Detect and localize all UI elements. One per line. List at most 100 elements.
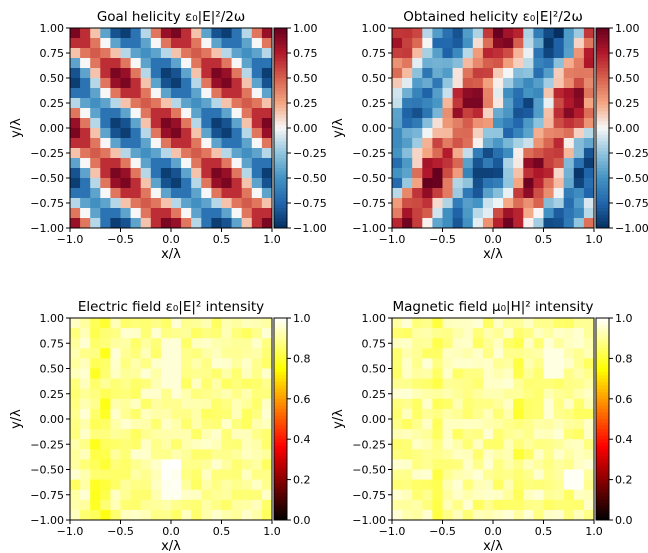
heatmap-cell xyxy=(231,38,243,49)
heatmap-cell xyxy=(452,388,464,400)
heatmap-cell xyxy=(412,88,423,99)
heatmap-cell xyxy=(442,208,453,219)
heatmap-cell xyxy=(130,419,142,430)
colorbar-segment xyxy=(596,208,609,212)
heatmap-cell xyxy=(543,398,554,410)
heatmap-cell xyxy=(452,138,464,149)
heatmap-cell xyxy=(523,429,534,440)
heatmap-cell xyxy=(553,78,565,89)
heatmap-cell xyxy=(392,429,403,440)
heatmap-cell xyxy=(553,148,565,159)
heatmap-cell xyxy=(160,218,172,229)
heatmap-cell xyxy=(493,108,504,119)
heatmap-cell xyxy=(171,439,182,450)
heatmap-cell xyxy=(422,128,433,139)
heatmap-cell xyxy=(452,178,464,189)
heatmap-cell xyxy=(191,479,202,491)
heatmap-cell xyxy=(513,28,524,39)
colorbar-segment xyxy=(596,341,609,346)
heatmap-cell xyxy=(100,509,111,521)
colorbar-segment xyxy=(274,34,287,39)
heatmap-cell xyxy=(583,419,595,430)
heatmap-cell xyxy=(583,28,595,39)
heatmap-cell xyxy=(181,88,192,99)
heatmap-cell xyxy=(573,348,585,359)
heatmap-cell xyxy=(412,58,423,69)
heatmap-cell xyxy=(140,368,152,379)
heatmap-cell xyxy=(482,429,494,440)
heatmap-cell xyxy=(523,408,534,420)
heatmap-cell xyxy=(493,48,504,59)
colorbar-segment xyxy=(596,405,609,410)
heatmap-cell xyxy=(493,78,504,89)
colorbar-segment xyxy=(596,28,609,32)
colorbar-segment xyxy=(274,88,287,92)
heatmap-cell xyxy=(573,158,585,169)
heatmap-cell xyxy=(70,459,81,470)
heatmap-cell xyxy=(261,419,273,430)
colorbar-segment xyxy=(596,479,609,484)
heatmap-cell xyxy=(422,178,433,189)
heatmap-cell xyxy=(181,439,192,450)
colorbar-segment xyxy=(274,422,287,427)
heatmap-cell xyxy=(120,499,131,511)
heatmap-cell xyxy=(422,449,433,460)
heatmap-cell xyxy=(171,98,182,109)
heatmap-cell xyxy=(140,358,152,369)
heatmap-cell xyxy=(70,408,81,420)
heatmap-cell xyxy=(573,48,585,59)
colorbar-tick-label: 0.6 xyxy=(293,393,311,406)
heatmap-cell xyxy=(422,408,433,420)
heatmap-cell xyxy=(442,218,453,229)
heatmap-cell xyxy=(432,218,443,229)
heatmap-cell xyxy=(80,148,91,159)
heatmap-cell xyxy=(70,158,81,169)
heatmap-cell xyxy=(80,358,91,369)
heatmap-cell xyxy=(241,449,253,460)
heatmap-cell xyxy=(583,88,595,99)
heatmap-cell xyxy=(251,429,263,440)
heatmap-cell xyxy=(452,469,464,480)
heatmap-cell xyxy=(563,198,575,209)
heatmap-cell xyxy=(80,378,91,390)
heatmap-cell xyxy=(171,118,182,129)
heatmap-cell xyxy=(261,48,273,59)
heatmap-cell xyxy=(191,348,202,359)
heatmap-cell xyxy=(523,489,534,501)
heatmap-cell xyxy=(563,449,575,460)
heatmap-cell xyxy=(432,48,443,59)
heatmap-cell xyxy=(231,348,243,359)
heatmap-cell xyxy=(543,28,554,39)
heatmap-cell xyxy=(402,429,413,440)
heatmap-cell xyxy=(160,348,172,359)
heatmap-cell xyxy=(533,348,544,359)
heatmap-cell xyxy=(181,499,192,511)
heatmap-cell xyxy=(201,479,212,491)
heatmap-cell xyxy=(482,88,494,99)
heatmap-cell xyxy=(201,489,212,501)
heatmap-cell xyxy=(462,68,474,79)
heatmap-cell xyxy=(211,449,222,460)
colorbar-tick-label: 0.00 xyxy=(293,122,318,135)
heatmap-cell xyxy=(472,439,484,450)
heatmap-cell xyxy=(523,78,534,89)
heatmap-cell xyxy=(120,338,131,349)
heatmap-cell xyxy=(553,429,565,440)
colorbar-segment xyxy=(274,118,287,122)
heatmap-cell xyxy=(402,348,413,359)
heatmap-cell xyxy=(422,318,433,329)
heatmap-cell xyxy=(432,68,443,79)
heatmap-cell xyxy=(422,358,433,369)
heatmap-cell xyxy=(100,419,111,430)
y-tick-label: −0.50 xyxy=(30,464,64,477)
heatmap-cell xyxy=(452,38,464,49)
colorbar-segment xyxy=(596,211,609,216)
heatmap-cell xyxy=(140,198,152,209)
heatmap-cell xyxy=(140,98,152,109)
heatmap-cell xyxy=(171,398,182,410)
heatmap-cell xyxy=(482,218,494,229)
heatmap-cell xyxy=(472,358,484,369)
heatmap-cell xyxy=(110,388,121,400)
heatmap-cell xyxy=(472,398,484,410)
heatmap-cell xyxy=(523,358,534,369)
